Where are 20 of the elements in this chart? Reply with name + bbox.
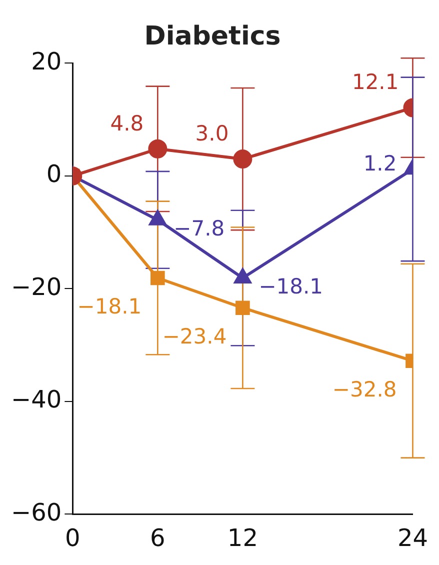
- x-tick-label: 24: [397, 524, 428, 552]
- y-tick-label: 20: [31, 47, 62, 76]
- data-label: −23.4: [162, 324, 227, 348]
- data-label: −18.1: [77, 294, 142, 318]
- y-tick-label: 0: [46, 160, 62, 188]
- x-tick-label: 6: [150, 524, 166, 552]
- x-tick-label: 12: [227, 524, 258, 552]
- data-label: −7.8: [174, 216, 225, 240]
- y-tick-label: −40: [10, 386, 62, 414]
- point: [236, 300, 250, 316]
- x-tick-label: 0: [65, 524, 80, 552]
- data-label: 3.0: [195, 121, 229, 146]
- data-label: −32.8: [332, 377, 397, 402]
- y-tick-label: −60: [10, 498, 62, 526]
- data-label: −18.1: [258, 274, 324, 298]
- data-label: 1.2: [363, 152, 397, 176]
- chart-title: Diabetics: [144, 21, 281, 52]
- data-label: 12.1: [352, 70, 399, 94]
- data-label: 4.8: [110, 111, 144, 136]
- y-tick-label: −20: [10, 272, 62, 301]
